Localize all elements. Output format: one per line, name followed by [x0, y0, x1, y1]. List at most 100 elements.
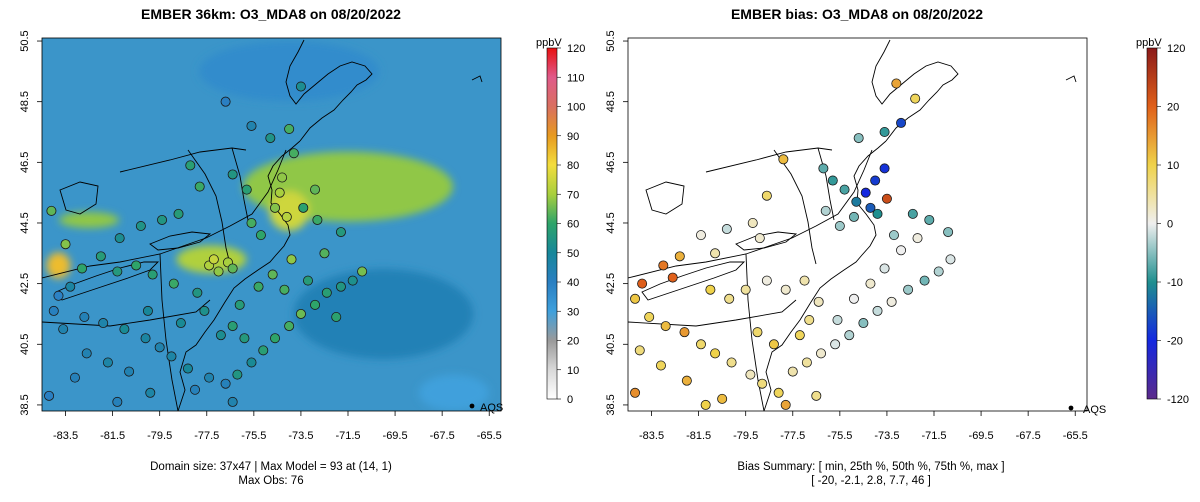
bias-observation-marker — [667, 272, 678, 283]
x-tick-label: -79.5 — [147, 430, 172, 442]
observation-marker — [60, 239, 71, 250]
state-line-1 — [42, 237, 207, 279]
bias-observation-marker — [700, 399, 711, 410]
observation-marker — [53, 290, 64, 301]
x-tick-label: -67.5 — [430, 430, 455, 442]
colorbar-tick-label: 10 — [567, 365, 579, 377]
y-tick-label: 50.5 — [605, 30, 617, 51]
bias-observation-marker — [679, 327, 690, 338]
observation-marker — [112, 266, 123, 277]
y-tick-label: 48.5 — [19, 91, 31, 112]
bias-border-mountain — [745, 253, 765, 411]
bias-observation-marker — [780, 399, 791, 410]
bias-observation-marker — [747, 217, 758, 228]
field-region-atlantic — [293, 268, 474, 359]
observation-marker — [65, 281, 76, 292]
x-tick-label: -81.5 — [686, 430, 711, 442]
observation-marker — [173, 208, 184, 219]
bias-observation-marker — [879, 163, 890, 174]
x-tick-label: -83.5 — [53, 430, 78, 442]
colorbar-tick-label: 120 — [567, 43, 585, 55]
observation-marker — [277, 172, 288, 183]
y-tick-label: 50.5 — [19, 30, 31, 51]
bias-y-axis: 38.5 40.5 42.5 44.5 46.5 48.5 50.5 — [605, 30, 628, 416]
bias-observation-marker — [888, 230, 899, 241]
observation-marker — [347, 275, 358, 286]
observation-marker — [185, 160, 196, 171]
coastline-upper — [285, 39, 373, 142]
bias-observation-marker — [780, 284, 791, 295]
observation-marker — [135, 221, 146, 232]
bias-colorbar-tick-label: -20 — [1167, 336, 1183, 348]
observation-marker — [204, 372, 215, 383]
bias-observation-marker — [933, 266, 944, 277]
observation-marker — [157, 214, 168, 225]
observation-marker — [270, 202, 281, 213]
observation-marker — [227, 263, 238, 274]
observation-marker — [284, 123, 295, 134]
bias-observation-marker — [811, 390, 822, 401]
model-y-axis: 38.5 40.5 42.5 44.5 46.5 48.5 50.5 — [19, 30, 42, 416]
observation-marker — [46, 205, 57, 216]
field-region-north-quebec — [199, 41, 380, 102]
observation-marker — [255, 230, 266, 241]
observation-marker — [119, 324, 130, 335]
colorbar-tick-label: 30 — [567, 306, 579, 318]
bias-plot-frame — [627, 37, 1088, 412]
colorbar-tick-label: 70 — [567, 189, 579, 201]
bias-observation-marker — [710, 248, 721, 259]
y-tick-label: 42.5 — [19, 273, 31, 294]
bias-observation-marker — [634, 345, 645, 356]
observation-marker — [258, 345, 269, 356]
observation-marker — [246, 120, 257, 131]
x-tick-label: -69.5 — [383, 430, 408, 442]
bias-observation-marker — [818, 163, 829, 174]
bias-x-axis: -83.5 -81.5 -79.5 -77.5 -75.5 -73.5 -71.5 -69.5… — [639, 411, 1088, 442]
y-tick-label: 44.5 — [605, 212, 617, 233]
coastline-lower — [177, 140, 301, 411]
observation-marker — [114, 233, 125, 244]
observation-marker — [267, 269, 278, 280]
bias-observation-marker — [740, 284, 751, 295]
island-1 — [471, 75, 483, 83]
observation-marker — [295, 81, 306, 92]
bias-coastline-lower — [763, 140, 887, 411]
bias-observation-marker — [695, 339, 706, 350]
bias-observation-marker — [848, 211, 859, 222]
observation-marker — [175, 318, 186, 329]
colorbar-tick-label: 100 — [567, 102, 585, 114]
y-tick-label: 46.5 — [19, 152, 31, 173]
bias-observation-marker — [724, 293, 735, 304]
observation-marker — [239, 333, 250, 344]
bias-observation-marker — [919, 275, 930, 286]
bias-state-line-4 — [705, 147, 833, 173]
bias-observation-marker — [644, 311, 655, 322]
observation-marker — [131, 260, 142, 271]
colorbar-tick-label: 80 — [567, 160, 579, 172]
aqs-legend-marker — [469, 403, 475, 409]
field-region-lake-huron-strip — [59, 211, 120, 228]
colorbar-tick-label: 110 — [567, 72, 585, 84]
observation-marker — [220, 96, 231, 107]
bias-colorbar-tick-label: -10 — [1167, 277, 1183, 289]
observation-marker — [241, 184, 252, 195]
observation-marker — [182, 363, 193, 374]
bias-observation-marker — [773, 387, 784, 398]
colorbar-tick-label: 40 — [567, 277, 579, 289]
bias-colorbar: ppbV -120 -20 -10 0 10 20 120 — [1136, 37, 1189, 406]
bias-observations — [630, 78, 956, 410]
bias-state-line-3 — [773, 149, 817, 265]
bias-footer-1: Bias Summary: [ min, 25th %, 50th %, 75t… — [737, 461, 1004, 473]
observation-marker — [227, 321, 238, 332]
aqs-legend-label: AQS — [480, 402, 503, 414]
model-observations — [44, 81, 368, 407]
x-tick-label: -73.5 — [874, 430, 899, 442]
x-tick-label: -75.5 — [241, 430, 266, 442]
observation-marker — [357, 266, 368, 277]
bias-observation-marker — [834, 221, 845, 232]
bias-colorbar-tick-label: 20 — [1167, 102, 1179, 114]
x-tick-label: -65.5 — [1063, 430, 1088, 442]
field-region-lake-erie-hotspot — [46, 252, 71, 279]
observation-marker — [79, 311, 90, 322]
bias-observation-marker — [870, 175, 881, 186]
